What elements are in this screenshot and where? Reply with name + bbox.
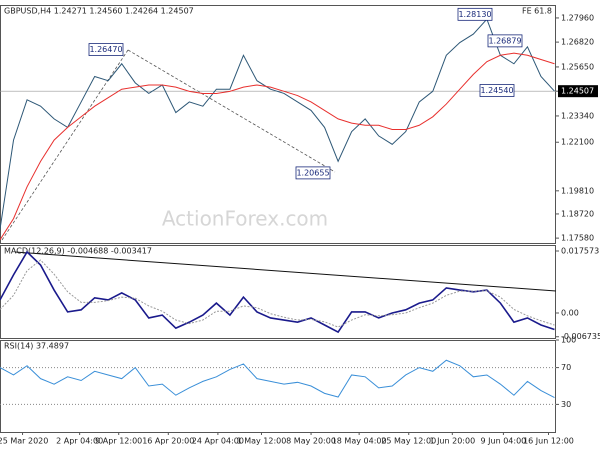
x-tick-label: 24 Apr 04:00 bbox=[192, 437, 244, 446]
x-tick-label: 16 Jun 12:00 bbox=[523, 437, 574, 446]
y-tick-label: 1.19810 bbox=[561, 186, 594, 195]
y-tick-label: 1.24507 bbox=[561, 87, 594, 96]
x-tick-label: 9 Jun 04:00 bbox=[481, 437, 527, 446]
price-title: GBPUSD,H4 1.24271 1.24560 1.24264 1.2450… bbox=[4, 7, 194, 16]
y-tick-label: 0.017573 bbox=[561, 246, 599, 255]
annotation: 1.26879 bbox=[488, 36, 521, 45]
series-line bbox=[0, 18, 555, 230]
series-line bbox=[0, 52, 555, 241]
macd-trendline bbox=[14, 251, 557, 292]
x-tick-label: 25 Mar 2020 bbox=[0, 437, 48, 446]
annotation: 1.28130 bbox=[458, 10, 491, 19]
x-tick-label: 18 May 04:00 bbox=[332, 437, 387, 446]
y-tick-label: 1.27960 bbox=[561, 13, 594, 22]
y-tick-label: 1.23340 bbox=[561, 111, 594, 120]
annotation-box bbox=[457, 7, 493, 21]
y-tick-label: 1.18720 bbox=[561, 209, 594, 218]
fib-line bbox=[1, 49, 129, 241]
y-tick-label: -0.006735 bbox=[561, 332, 600, 341]
annotation-box bbox=[487, 34, 523, 48]
price-label-box bbox=[558, 85, 598, 98]
y-tick-label: 1.17580 bbox=[561, 234, 594, 243]
x-tick-label: 25 May 12:00 bbox=[381, 437, 436, 446]
annotation: 1.26470 bbox=[89, 45, 122, 54]
annotation-box bbox=[295, 166, 331, 180]
macd-title: MACD(12,26,9) -0.004688 -0.003417 bbox=[4, 247, 152, 256]
x-tick-label: 16 Apr 20:00 bbox=[142, 437, 194, 446]
x-tick-label: 1 Jun 20:00 bbox=[429, 437, 475, 446]
series-line bbox=[0, 250, 555, 334]
rsi-panel bbox=[0, 340, 556, 433]
y-tick-label: 100 bbox=[561, 336, 576, 345]
y-tick-label: 1.22100 bbox=[561, 138, 594, 147]
macd-panel bbox=[0, 245, 556, 339]
series-line bbox=[0, 359, 555, 398]
annotation-box bbox=[88, 43, 124, 56]
x-tick-label: 8 May 20:00 bbox=[286, 437, 336, 446]
y-tick-label: 30 bbox=[561, 400, 571, 409]
x-tick-label: 1 May 12:00 bbox=[237, 437, 287, 446]
x-tick-label: 9 Apr 12:00 bbox=[95, 437, 142, 446]
annotation-box bbox=[479, 84, 515, 97]
x-tick-label: 2 Apr 04:00 bbox=[56, 437, 103, 446]
y-tick-label: 70 bbox=[561, 363, 571, 372]
fe-label: FE 61.8 bbox=[522, 7, 552, 16]
watermark: ActionForex.com bbox=[162, 207, 328, 231]
fib-line bbox=[127, 49, 336, 173]
rsi-title: RSI(14) 37.4897 bbox=[4, 342, 69, 351]
series-line bbox=[0, 259, 555, 328]
annotation: 1.24540 bbox=[480, 86, 513, 95]
annotation: 1.20655 bbox=[296, 168, 329, 177]
y-tick-label: 1.26820 bbox=[561, 38, 594, 47]
y-tick-label: 1.25650 bbox=[561, 62, 594, 71]
y-tick-label: 0.00 bbox=[561, 308, 579, 317]
